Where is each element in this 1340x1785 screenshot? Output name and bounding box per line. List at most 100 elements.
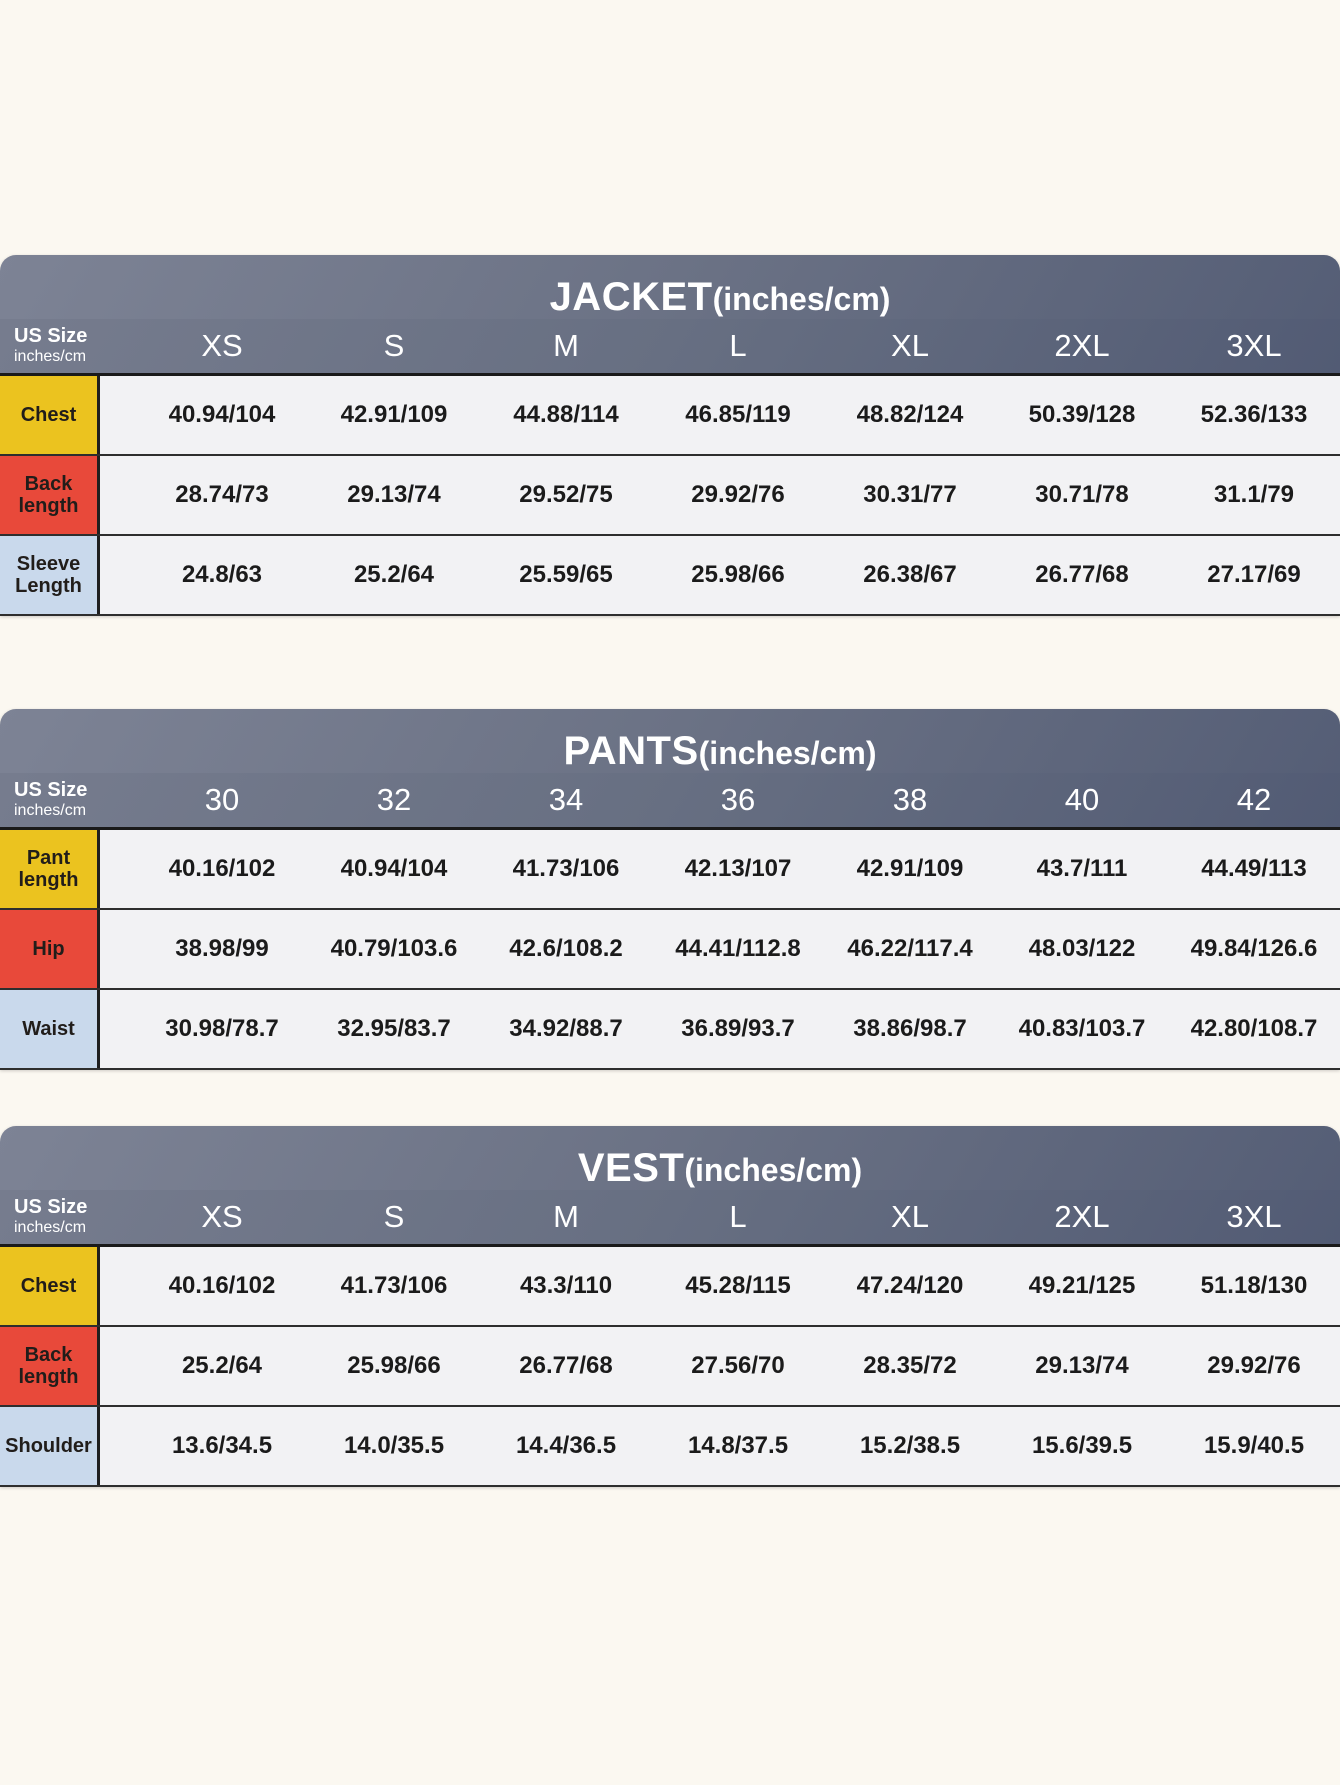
measurement-value: 40.83/103.7	[1018, 1015, 1146, 1042]
measurement-value: 26.38/67	[863, 561, 957, 588]
size-column-header-l: L	[729, 328, 747, 363]
measurement-value: 25.98/66	[691, 561, 785, 588]
table-title: VEST(inches/cm)	[100, 1148, 1340, 1188]
table-title-band: VEST(inches/cm)	[0, 1126, 1340, 1190]
row-values-hip: 38.98/99 40.79/103.6 42.6/108.2 44.41/112.8…	[100, 910, 1340, 988]
row-values-pant-length: 40.16/102 40.94/104 41.73/106 42.13/107 42.9…	[100, 830, 1340, 908]
measurement-value: 52.36/133	[1200, 401, 1308, 428]
corner-inches-cm-label: inches/cm	[14, 348, 87, 366]
row-label-shoulder: Shoulder	[0, 1407, 100, 1485]
size-column-header-2xl: 2XL	[1054, 328, 1110, 363]
size-column-header-3xl: 3XL	[1226, 328, 1282, 363]
measurement-value: 42.13/107	[684, 855, 792, 882]
measurement-value: 47.24/120	[856, 1272, 964, 1299]
row-values-back-length: 28.74/73 29.13/74 29.52/75 29.92/76 30.31/77…	[100, 456, 1340, 534]
measurement-value: 26.77/68	[519, 1352, 613, 1379]
measurement-value: 34.92/88.7	[509, 1015, 623, 1042]
size-header-row: US Size inches/cm 30 32 34 36 38 40 42	[0, 773, 1340, 830]
row-label-chest: Chest	[0, 1247, 100, 1325]
measurement-value: 32.95/83.7	[337, 1015, 451, 1042]
measurement-value: 30.31/77	[863, 481, 957, 508]
measurement-value: 25.98/66	[347, 1352, 441, 1379]
measurement-value: 42.80/108.7	[1190, 1015, 1318, 1042]
corner-unit-label: US Size inches/cm	[0, 325, 100, 366]
table-row-waist: Waist 30.98/78.7 32.95/83.7 34.92/88.7 36.8…	[0, 988, 1340, 1068]
table-row-shoulder: Shoulder 13.6/34.5 14.0/35.5 14.4/36.5 14.8…	[0, 1405, 1340, 1485]
row-label-back-length: Back length	[0, 1327, 100, 1405]
table-title: PANTS(inches/cm)	[100, 731, 1340, 771]
corner-unit-label: US Size inches/cm	[0, 779, 100, 820]
measurement-value: 26.77/68	[1035, 561, 1129, 588]
size-table-pants: PANTS(inches/cm) US Size inches/cm 30 32 3…	[0, 709, 1340, 1070]
size-column-header-30: 30	[204, 782, 240, 817]
table-title-text: PANTS	[563, 729, 699, 773]
measurement-value: 45.28/115	[685, 1272, 791, 1299]
corner-unit-label: US Size inches/cm	[0, 1196, 100, 1237]
measurement-value: 46.85/119	[685, 401, 791, 428]
measurement-value: 49.84/126.6	[1190, 935, 1318, 962]
size-column-header-xl: XL	[891, 1199, 929, 1234]
row-label-back-length: Back length	[0, 456, 100, 534]
size-column-header-m: M	[553, 328, 579, 363]
size-column-header-xl: XL	[891, 328, 929, 363]
table-title: JACKET(inches/cm)	[100, 277, 1340, 317]
size-column-header-xs: XS	[201, 328, 243, 363]
size-column-header-34: 34	[548, 782, 584, 817]
measurement-value: 38.98/99	[175, 935, 269, 962]
measurement-value: 40.79/103.6	[330, 935, 458, 962]
row-label-pant-length: Pant length	[0, 830, 100, 908]
size-column-header-s: S	[383, 328, 405, 363]
table-row-chest: Chest 40.94/104 42.91/109 44.88/114 46.85/1…	[0, 376, 1340, 454]
measurement-value: 29.52/75	[519, 481, 613, 508]
measurement-value: 30.71/78	[1035, 481, 1129, 508]
measurement-value: 28.35/72	[863, 1352, 957, 1379]
measurement-value: 44.41/112.8	[675, 935, 801, 962]
size-column-header-40: 40	[1064, 782, 1100, 817]
measurement-value: 42.6/108.2	[509, 935, 623, 962]
size-column-header-2xl: 2XL	[1054, 1199, 1110, 1234]
table-title-band: JACKET(inches/cm)	[0, 255, 1340, 319]
measurement-value: 46.22/117.4	[847, 935, 973, 962]
table-title-unit: (inches/cm)	[712, 281, 891, 317]
corner-us-size-label: US Size	[14, 1196, 88, 1219]
measurement-value: 29.13/74	[347, 481, 441, 508]
row-values-shoulder: 13.6/34.5 14.0/35.5 14.4/36.5 14.8/37.5 15.2…	[100, 1407, 1340, 1485]
measurement-value: 27.56/70	[691, 1352, 785, 1379]
measurement-value: 51.18/130	[1200, 1272, 1308, 1299]
measurement-value: 48.82/124	[856, 401, 964, 428]
measurement-value: 44.49/113	[1201, 855, 1307, 882]
table-row-pant-length: Pant length 40.16/102 40.94/104 41.73/106 4…	[0, 830, 1340, 908]
measurement-value: 14.0/35.5	[343, 1432, 445, 1459]
table-row-chest: Chest 40.16/102 41.73/106 43.3/110 45.28/11…	[0, 1247, 1340, 1325]
table-title-text: VEST	[577, 1146, 685, 1190]
table-row-back-length: Back length 28.74/73 29.13/74 29.52/75 29.9…	[0, 454, 1340, 534]
table-title-text: JACKET	[549, 275, 713, 319]
measurement-value: 24.8/63	[181, 561, 263, 588]
row-label-sleeve-length: Sleeve Length	[0, 536, 100, 614]
row-values-waist: 30.98/78.7 32.95/83.7 34.92/88.7 36.89/93.7…	[100, 990, 1340, 1068]
corner-us-size-label: US Size	[14, 325, 88, 348]
measurement-value: 15.2/38.5	[859, 1432, 961, 1459]
measurement-value: 25.2/64	[353, 561, 435, 588]
size-column-header-38: 38	[892, 782, 928, 817]
size-columns: XS S M L XL 2XL 3XL	[100, 319, 1340, 373]
table-title-band: PANTS(inches/cm)	[0, 709, 1340, 773]
measurement-value: 41.73/106	[340, 1272, 448, 1299]
measurement-value: 43.3/110	[519, 1272, 613, 1299]
table-title-unit: (inches/cm)	[684, 1152, 863, 1188]
measurement-value: 48.03/122	[1028, 935, 1136, 962]
table-row-sleeve-length: Sleeve Length 24.8/63 25.2/64 25.59/65 25.9…	[0, 534, 1340, 614]
measurement-value: 49.21/125	[1028, 1272, 1136, 1299]
corner-inches-cm-label: inches/cm	[14, 802, 87, 820]
size-column-header-s: S	[383, 1199, 405, 1234]
measurement-value: 14.8/37.5	[687, 1432, 789, 1459]
measurement-value: 30.98/78.7	[165, 1015, 279, 1042]
measurement-value: 40.94/104	[340, 855, 448, 882]
measurement-value: 13.6/34.5	[171, 1432, 273, 1459]
measurement-value: 42.91/109	[856, 855, 964, 882]
measurement-value: 40.16/102	[168, 855, 276, 882]
size-column-header-36: 36	[720, 782, 756, 817]
measurement-value: 15.6/39.5	[1031, 1432, 1133, 1459]
measurement-value: 40.16/102	[168, 1272, 276, 1299]
measurement-value: 44.88/114	[513, 401, 619, 428]
